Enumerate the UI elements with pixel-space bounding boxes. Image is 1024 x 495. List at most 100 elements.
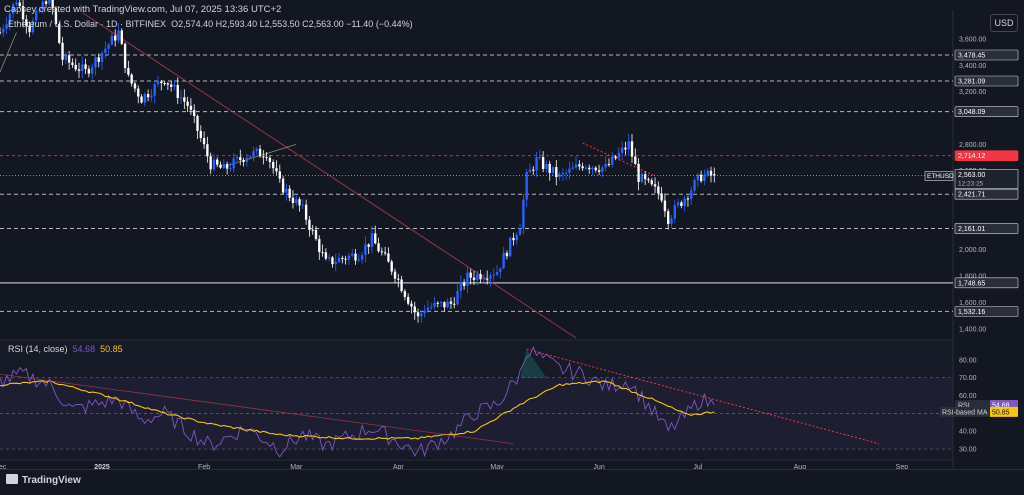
candle-body <box>314 229 318 240</box>
candle-body <box>341 257 344 259</box>
candle-body <box>31 20 35 33</box>
level-label-box <box>954 306 1019 317</box>
rsi-tick-label: 60.00 <box>959 393 977 400</box>
candle-body <box>495 272 499 275</box>
candle-body <box>459 282 463 291</box>
candle-body <box>387 253 390 262</box>
candle-body <box>61 42 64 60</box>
candle-body <box>15 2 18 5</box>
level-label: 1,748.65 <box>958 280 985 287</box>
candle-body <box>581 166 584 169</box>
rsi-ma-value-label: 50.85 <box>992 409 1010 416</box>
candle-body <box>298 199 301 206</box>
candle-body <box>588 167 591 170</box>
price-tick-label: 2,000.00 <box>959 247 986 254</box>
candle-body <box>706 170 709 175</box>
candle-body <box>64 55 68 60</box>
price-downtrend-line <box>82 12 577 339</box>
candle-body <box>232 158 235 169</box>
candle-body <box>357 259 360 261</box>
level-label-box <box>954 223 1019 234</box>
candle-body <box>423 310 426 314</box>
price-tick-label: 1,600.00 <box>959 300 986 307</box>
rsi-tick-label: 80.00 <box>959 357 977 364</box>
price-tick-label: 3,200.00 <box>959 89 986 96</box>
candle-body <box>189 105 193 110</box>
candle-body <box>143 93 147 103</box>
level-label-box <box>954 106 1019 117</box>
time-tick-label: Dec <box>0 464 7 471</box>
candle-body <box>337 257 341 262</box>
ohlc-values: O2,574.40 H2,593.40 L2,553.50 C2,563.00 … <box>171 19 413 29</box>
candle-body <box>219 164 222 168</box>
candle-body <box>196 115 199 131</box>
candle-body <box>509 237 512 257</box>
candle-body <box>515 234 518 241</box>
candle-body <box>420 313 423 317</box>
last-price-countdown: 12:23:25 <box>958 181 984 188</box>
candle-body <box>558 174 561 178</box>
candle-body <box>331 257 334 265</box>
tradingview-logo-icon <box>6 474 18 484</box>
rsi-tick-label: 70.00 <box>959 375 977 382</box>
rsi-tick-label: 30.00 <box>959 447 977 454</box>
candle-body <box>77 69 81 71</box>
candle-body <box>479 274 482 280</box>
candle-body <box>71 62 74 65</box>
candle-body <box>104 48 107 53</box>
candle-body <box>173 84 176 87</box>
candle-body <box>304 204 308 220</box>
candle-body <box>607 164 611 166</box>
candle-body <box>640 174 644 183</box>
candle-body <box>367 244 370 247</box>
candle-body <box>130 74 133 84</box>
rsi-overbought-fill <box>520 349 547 378</box>
candle-body <box>245 157 249 162</box>
rsi-ma-legend-value: 50.85 <box>100 344 123 354</box>
candle-body <box>670 218 673 225</box>
price-tick-label: 2,800.00 <box>959 142 986 149</box>
candle-body <box>518 228 522 235</box>
candle-body <box>430 306 433 308</box>
candle-body <box>179 97 183 99</box>
candle-body <box>578 164 581 167</box>
candle-body <box>426 307 430 311</box>
candle-body <box>683 198 686 206</box>
candle-body <box>51 0 54 9</box>
candle-body <box>374 233 377 244</box>
candle-body <box>262 156 265 158</box>
level-label-box <box>954 150 1019 161</box>
candle-body <box>285 188 288 193</box>
candle-body <box>272 162 275 169</box>
candle-body <box>703 174 706 182</box>
candle-body <box>301 204 305 206</box>
candle-body <box>676 202 680 206</box>
candle-body <box>574 164 578 168</box>
rsi-ma-value-box <box>940 406 1018 417</box>
candle-body <box>482 278 486 280</box>
candle-body <box>84 64 87 69</box>
candle-body <box>281 178 285 193</box>
candle-body <box>584 167 588 169</box>
candle-body <box>462 282 466 286</box>
candle-body <box>334 261 337 265</box>
rsi-value-label: 54.68 <box>992 403 1010 410</box>
candle-body <box>476 274 479 280</box>
symbol-tag-label: ETHUSD <box>927 173 954 180</box>
candle-body <box>522 199 525 229</box>
footer: TradingView <box>0 469 1024 490</box>
candle-body <box>551 167 555 173</box>
rsi-value-name: RSI <box>958 403 970 410</box>
candle-body <box>528 169 532 172</box>
candle-body <box>169 84 173 87</box>
candle-body <box>545 163 548 169</box>
currency-button[interactable]: USD <box>990 14 1018 32</box>
candle-body <box>696 174 700 181</box>
candle-body <box>347 255 351 260</box>
level-label-box <box>954 277 1019 289</box>
time-tick-label: Aug <box>794 464 807 471</box>
time-tick-label: Sep <box>896 464 909 471</box>
candle-body <box>653 184 657 187</box>
